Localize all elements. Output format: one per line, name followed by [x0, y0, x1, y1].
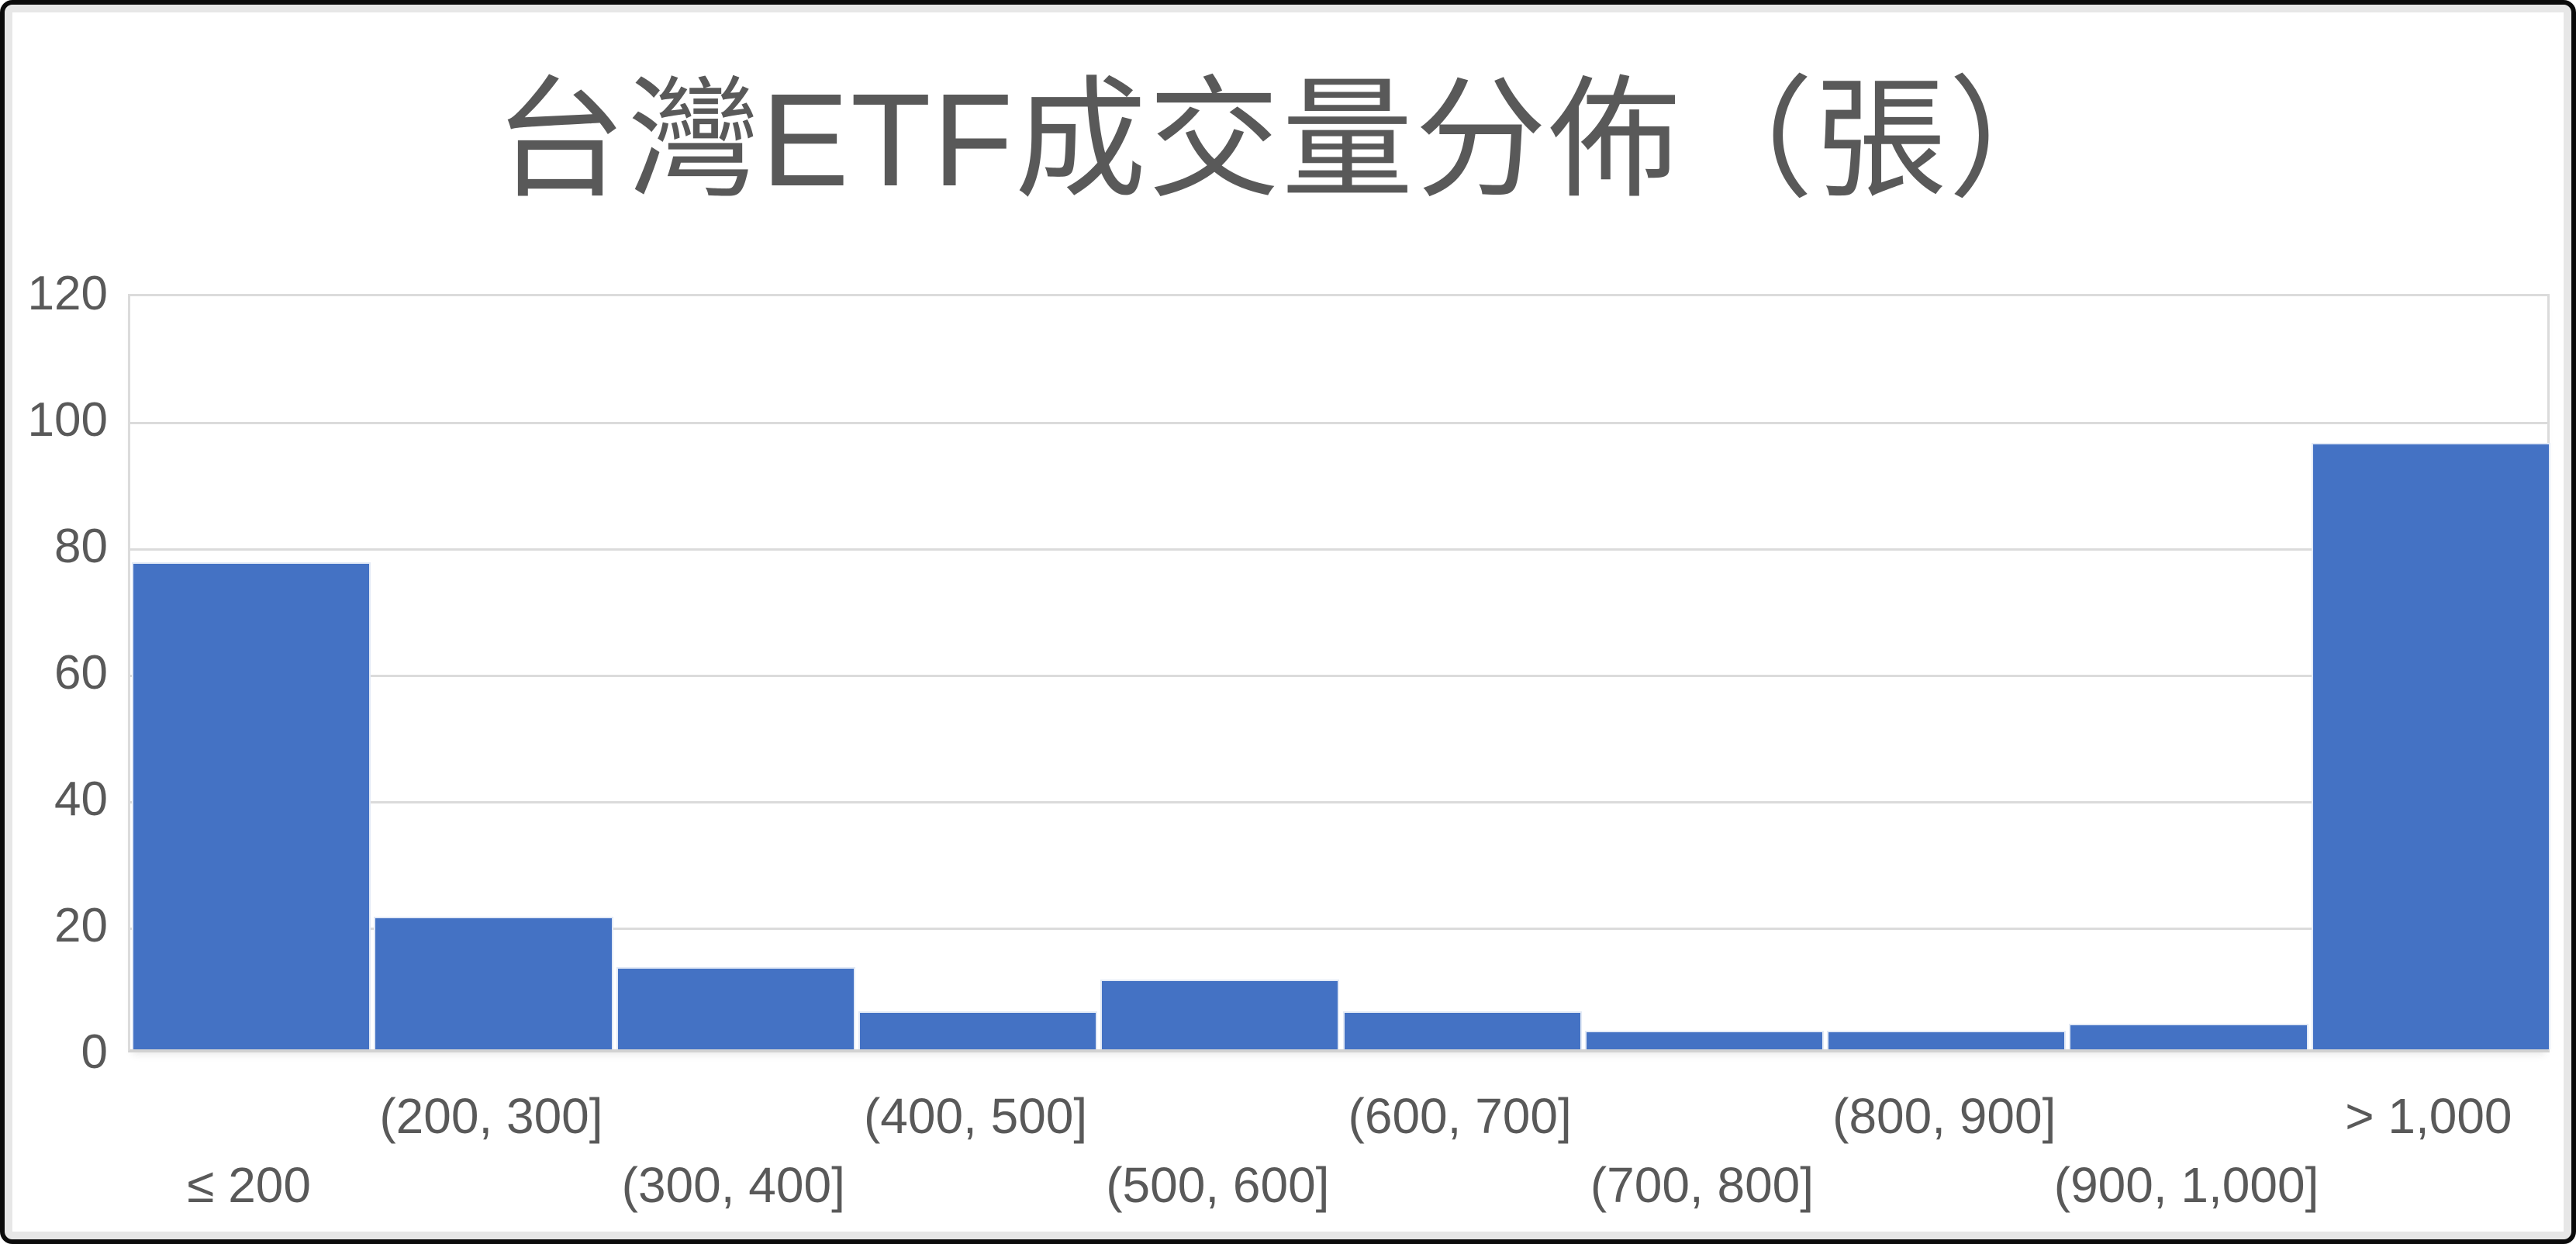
gridline-y-40 [130, 800, 2547, 803]
bar-(300, 400] [616, 967, 855, 1049]
x-axis-category-label: (800, 900] [1832, 1088, 2056, 1144]
x-axis-category-label: (900, 1,000] [2053, 1157, 2319, 1213]
gridline-y-80 [130, 548, 2547, 551]
bar-≤ 200 [132, 562, 371, 1049]
x-axis-category-label: (700, 800] [1590, 1157, 1815, 1213]
x-axis-category-label: > 1,000 [2345, 1088, 2512, 1144]
y-axis-tick-label: 40 [54, 772, 108, 826]
chart-canvas: 台灣ETF成交量分佈（張） 0 20 40 60 80 100 120 ≤ 200 (200,… [12, 12, 2564, 1232]
y-axis-tick-label: 60 [54, 646, 108, 700]
y-axis-tick-label: 0 [81, 1025, 108, 1079]
x-axis-category-label: (400, 500] [863, 1088, 1088, 1144]
x-axis-category-label: (200, 300] [379, 1088, 603, 1144]
x-axis-category-label: (600, 700] [1348, 1088, 1572, 1144]
bar-(800, 900] [1827, 1030, 2067, 1049]
x-axis-category-label: ≤ 200 [187, 1157, 311, 1213]
y-axis-tick-label: 80 [54, 520, 108, 573]
plot-area [128, 294, 2550, 1052]
bar-(600, 700] [1342, 1011, 1582, 1049]
x-axis-category-label: (300, 400] [621, 1157, 845, 1213]
bar-(200, 300] [374, 916, 613, 1049]
gridline-y-60 [130, 674, 2547, 677]
bar-(500, 600] [1100, 980, 1340, 1049]
chart-title: 台灣ETF成交量分佈（張） [494, 67, 2082, 214]
gridline-y-100 [130, 421, 2547, 424]
y-axis-tick-label: 100 [27, 393, 108, 447]
x-axis-category-label: (500, 600] [1106, 1157, 1330, 1213]
bar-(900, 1,000] [2069, 1024, 2308, 1049]
y-axis-tick-label: 20 [54, 899, 108, 952]
bar-> 1,000 [2311, 442, 2550, 1049]
bar-(700, 800] [1584, 1030, 1825, 1049]
y-axis-tick-label: 120 [27, 267, 108, 320]
bar-(400, 500] [858, 1011, 1098, 1049]
